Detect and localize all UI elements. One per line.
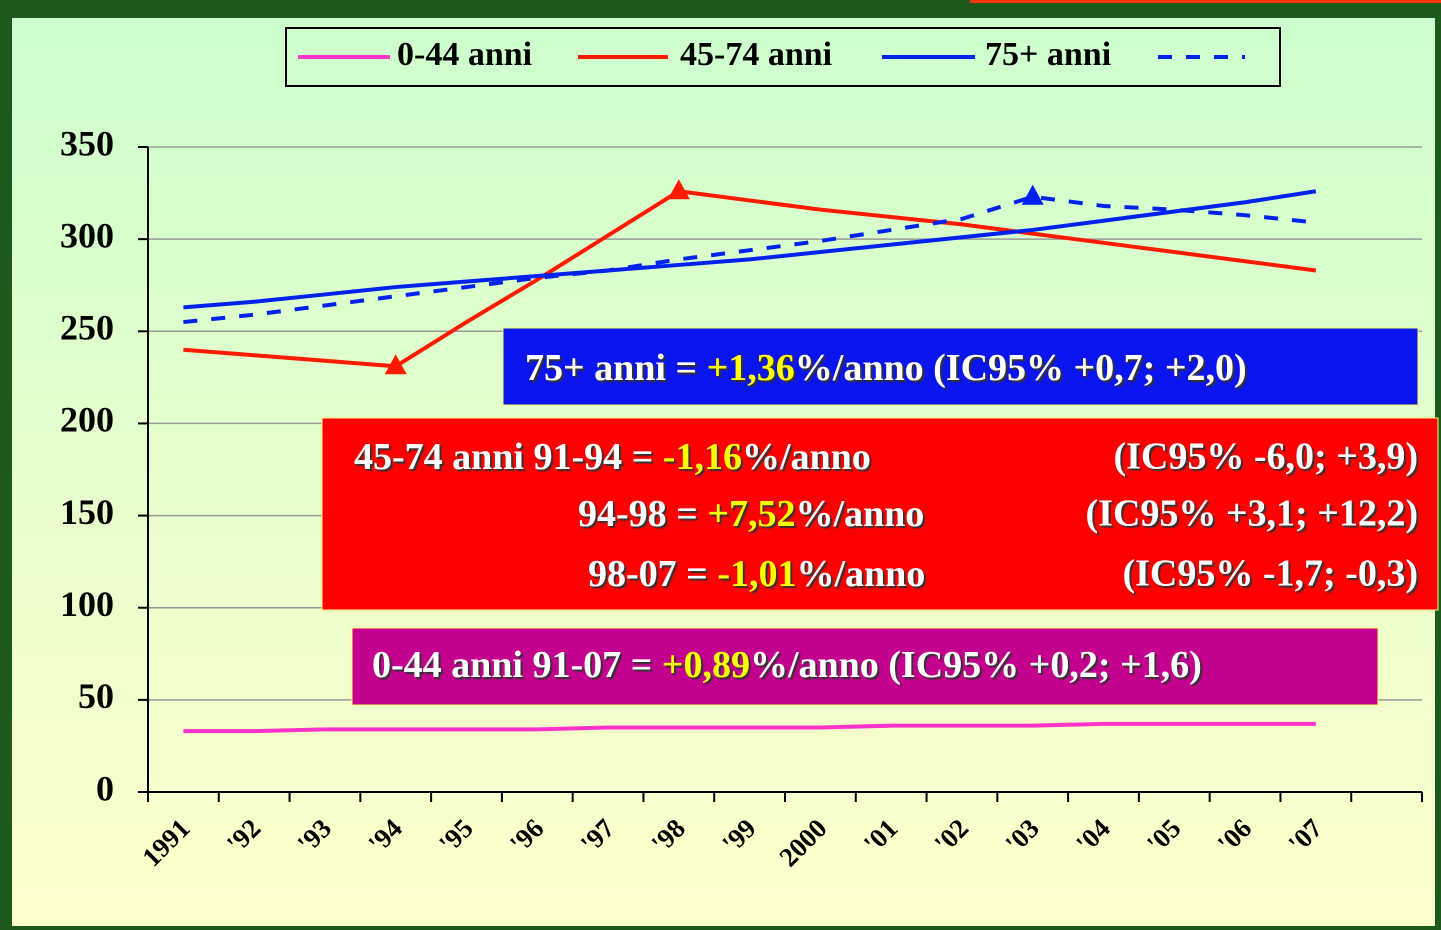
annotation-box xyxy=(321,417,1439,611)
annotation-text: 75+ anni = +1,36%/anno (IC95% +0,7; +2,0… xyxy=(525,347,1247,389)
annotation-part: -1,01 xyxy=(717,553,796,595)
annotation-part: %/anno xyxy=(796,553,925,595)
y-tick-label: 150 xyxy=(60,492,114,532)
y-tick-label: 300 xyxy=(60,215,114,255)
annotation-ci: (IC95% -1,7; -0,3) xyxy=(1122,553,1418,595)
series-line xyxy=(183,189,1317,310)
series-line xyxy=(183,189,1317,369)
y-tick-label: 50 xyxy=(78,676,114,716)
series-marker xyxy=(667,179,690,200)
annotation-text: 0-44 anni 91-07 = +0,89%/anno (IC95% +0,… xyxy=(372,644,1202,686)
annotation-text: 45-74 anni 91-94 = -1,16%/anno xyxy=(354,436,871,478)
annotation-part: %/anno xyxy=(742,436,871,478)
series-marker xyxy=(384,354,407,375)
legend-label: 45-74 anni xyxy=(680,36,832,73)
series-marker xyxy=(1021,184,1044,205)
y-tick-label: 100 xyxy=(60,584,114,624)
legend-label: 75+ anni xyxy=(985,36,1111,73)
legend-box xyxy=(285,27,1281,87)
y-tick-label: 250 xyxy=(60,308,114,348)
annotation-part: %/anno (IC95% +0,2; +1,6) xyxy=(750,644,1202,686)
annotation-part: 45-74 anni 91-94 = xyxy=(354,436,663,478)
annotation-part: 94-98 = xyxy=(578,493,707,535)
annotation-box xyxy=(502,327,1419,406)
annotation-part: 98-07 = xyxy=(588,553,717,595)
legend-label: 0-44 anni xyxy=(397,36,532,73)
annotation-text: 94-98 = +7,52%/anno xyxy=(578,493,924,535)
frame-accent xyxy=(970,0,1441,3)
annotation-part: %/anno xyxy=(795,493,924,535)
annotation-ci: (IC95% +3,1; +12,2) xyxy=(1086,493,1419,535)
annotation-part: 75+ anni = xyxy=(525,347,707,389)
y-tick-label: 0 xyxy=(96,768,114,808)
annotation-text: 98-07 = -1,01%/anno xyxy=(588,553,925,595)
annotation-box xyxy=(351,627,1379,706)
annotation-part: +1,36 xyxy=(707,347,795,389)
series-line xyxy=(183,721,1316,734)
annotation-part: +0,89 xyxy=(662,644,750,686)
y-tick-label: 200 xyxy=(60,400,114,440)
annotation-part: 0-44 anni 91-07 = xyxy=(372,644,662,686)
annotation-part: -1,16 xyxy=(663,436,742,478)
y-tick-label: 350 xyxy=(60,123,114,163)
annotation-ci: (IC95% -6,0; +3,9) xyxy=(1113,436,1418,478)
series-line xyxy=(183,194,1317,325)
annotation-part: +7,52 xyxy=(707,493,795,535)
annotation-part: %/anno (IC95% +0,7; +2,0) xyxy=(795,347,1247,389)
